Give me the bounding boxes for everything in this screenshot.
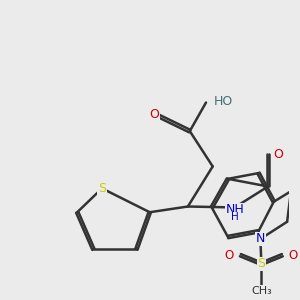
Text: O: O (225, 249, 234, 262)
Text: NH: NH (226, 203, 244, 216)
Text: H: H (231, 212, 239, 223)
Text: O: O (149, 108, 159, 121)
Text: O: O (289, 249, 298, 262)
Text: S: S (257, 257, 266, 270)
Text: CH₃: CH₃ (251, 286, 272, 296)
Text: N: N (256, 232, 265, 245)
Text: HO: HO (214, 94, 233, 108)
Text: S: S (98, 182, 106, 195)
Text: O: O (273, 148, 283, 160)
